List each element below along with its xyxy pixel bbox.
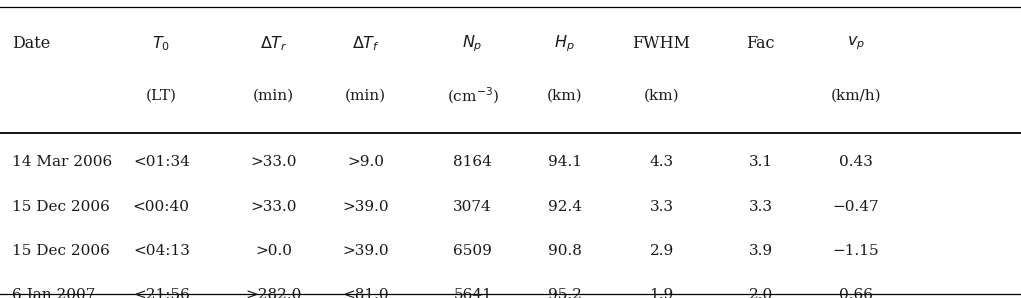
Text: 8164: 8164 <box>453 156 492 169</box>
Text: >33.0: >33.0 <box>250 200 297 213</box>
Text: 3.3: 3.3 <box>748 200 773 213</box>
Text: >282.0: >282.0 <box>245 288 302 298</box>
Text: $\Delta T_f$: $\Delta T_f$ <box>351 34 380 52</box>
Text: >39.0: >39.0 <box>342 200 389 213</box>
Text: $\Delta T_r$: $\Delta T_r$ <box>259 34 288 52</box>
Text: <00:40: <00:40 <box>133 200 190 213</box>
Text: Fac: Fac <box>746 35 775 52</box>
Text: >9.0: >9.0 <box>347 156 384 169</box>
Text: >39.0: >39.0 <box>342 244 389 257</box>
Text: 6 Jan 2007: 6 Jan 2007 <box>12 288 96 298</box>
Text: 94.1: 94.1 <box>547 156 582 169</box>
Text: −1.15: −1.15 <box>832 244 879 257</box>
Text: 3.1: 3.1 <box>748 156 773 169</box>
Text: 0.66: 0.66 <box>838 288 873 298</box>
Text: 3.3: 3.3 <box>649 200 674 213</box>
Text: FWHM: FWHM <box>633 35 690 52</box>
Text: (km): (km) <box>644 89 679 102</box>
Text: (LT): (LT) <box>146 89 177 102</box>
Text: 92.4: 92.4 <box>547 200 582 213</box>
Text: $H_p$: $H_p$ <box>554 33 575 54</box>
Text: >33.0: >33.0 <box>250 156 297 169</box>
Text: 14 Mar 2006: 14 Mar 2006 <box>12 156 112 169</box>
Text: 2.0: 2.0 <box>748 288 773 298</box>
Text: 0.43: 0.43 <box>838 156 873 169</box>
Text: 90.8: 90.8 <box>547 244 582 257</box>
Text: 3074: 3074 <box>453 200 492 213</box>
Text: 3.9: 3.9 <box>748 244 773 257</box>
Text: 15 Dec 2006: 15 Dec 2006 <box>12 200 110 213</box>
Text: <81.0: <81.0 <box>342 288 389 298</box>
Text: 2.9: 2.9 <box>649 244 674 257</box>
Text: $v_p$: $v_p$ <box>846 34 865 52</box>
Text: <01:34: <01:34 <box>133 156 190 169</box>
Text: 15 Dec 2006: 15 Dec 2006 <box>12 244 110 257</box>
Text: 1.9: 1.9 <box>649 288 674 298</box>
Text: (km/h): (km/h) <box>830 89 881 102</box>
Text: <04:13: <04:13 <box>133 244 190 257</box>
Text: $N_p$: $N_p$ <box>463 33 483 54</box>
Text: −0.47: −0.47 <box>832 200 879 213</box>
Text: >0.0: >0.0 <box>255 244 292 257</box>
Text: <21:56: <21:56 <box>133 288 190 298</box>
Text: Date: Date <box>12 35 50 52</box>
Text: 5641: 5641 <box>453 288 492 298</box>
Text: 95.2: 95.2 <box>547 288 582 298</box>
Text: 6509: 6509 <box>453 244 492 257</box>
Text: $T_0$: $T_0$ <box>152 34 171 52</box>
Text: (min): (min) <box>253 89 294 102</box>
Text: 4.3: 4.3 <box>649 156 674 169</box>
Text: (min): (min) <box>345 89 386 102</box>
Text: (cm$^{-3}$): (cm$^{-3}$) <box>447 85 498 105</box>
Text: (km): (km) <box>547 89 582 102</box>
